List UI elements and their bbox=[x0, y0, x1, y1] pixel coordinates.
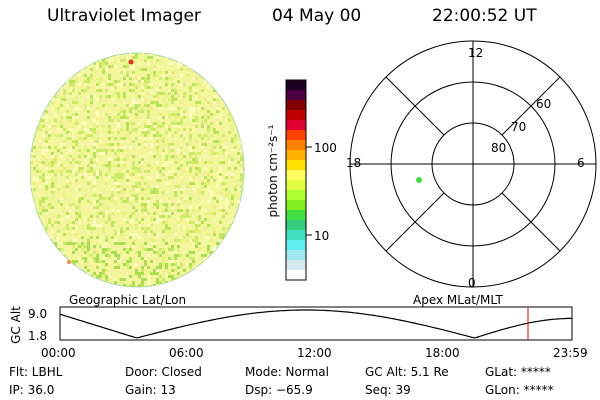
orbit-x-tick-4: 23:59 bbox=[553, 346, 588, 360]
status-glat: GLat: ***** bbox=[485, 365, 551, 379]
colorbar-cell bbox=[286, 250, 306, 261]
colorbar-tick-label-high: 100 bbox=[314, 141, 337, 155]
colorbar-cell bbox=[286, 140, 306, 151]
colorbar-cell bbox=[286, 180, 306, 191]
polar-lat-label-80: 80 bbox=[491, 141, 507, 155]
polar-mlt-bottom-label: 0 bbox=[468, 276, 476, 290]
colorbar-cell bbox=[286, 110, 306, 121]
instrument-title: Ultraviolet Imager bbox=[47, 6, 201, 26]
colorbar-unit-label: photon cm⁻²s⁻¹ bbox=[266, 124, 280, 218]
colorbar-frame bbox=[285, 79, 307, 281]
orbit-x-tick-2: 12:00 bbox=[297, 346, 332, 360]
polar-lat-label-70: 70 bbox=[511, 120, 527, 134]
globe-bright-spot bbox=[128, 59, 134, 65]
orbit-x-tick-3: 18:00 bbox=[425, 346, 460, 360]
polar-diagonal-1 bbox=[385, 76, 445, 136]
colorbar-cell bbox=[286, 130, 306, 141]
colorbar-cell bbox=[286, 80, 306, 91]
colorbar-cell bbox=[286, 100, 306, 111]
globe-warm-spot bbox=[67, 260, 71, 264]
status-gain: Gain: 13 bbox=[125, 383, 176, 397]
colorbar-cell bbox=[286, 230, 306, 241]
polar-lat-label-60: 60 bbox=[536, 97, 552, 111]
status-mode: Mode: Normal bbox=[245, 365, 329, 379]
polar-marker-dot bbox=[416, 177, 422, 183]
polar-mlt-left-label: 18 bbox=[346, 156, 362, 170]
orbit-x-tick-0: 00:00 bbox=[41, 346, 76, 360]
colorbar-cell bbox=[286, 170, 306, 181]
date-label: 04 May 00 bbox=[272, 6, 362, 26]
colorbar-cell bbox=[286, 200, 306, 211]
status-seq: Seq: 39 bbox=[365, 383, 411, 397]
orbit-x-tick-1: 06:00 bbox=[169, 346, 204, 360]
colorbar-cell bbox=[286, 270, 306, 281]
colorbar bbox=[285, 79, 312, 281]
status-glon: GLon: ***** bbox=[485, 383, 554, 397]
orbit-plot-frame bbox=[59, 306, 573, 341]
colorbar-cell bbox=[286, 220, 306, 231]
status-gc-alt: GC Alt: 5.1 Re bbox=[365, 365, 449, 379]
time-label: 22:00:52 UT bbox=[432, 6, 537, 26]
orbit-altitude-curve bbox=[59, 309, 572, 339]
globe-image bbox=[30, 52, 245, 288]
polar-mlt-top-label: 12 bbox=[468, 46, 484, 60]
colorbar-cell bbox=[286, 90, 306, 101]
status-dsp: Dsp: −65.9 bbox=[245, 383, 313, 397]
globe-caption: Geographic Lat/Lon bbox=[69, 293, 187, 307]
status-filter: Flt: LBHL bbox=[9, 365, 63, 379]
colorbar-cell bbox=[286, 210, 306, 221]
colorbar-cell bbox=[286, 120, 306, 131]
status-door: Door: Closed bbox=[125, 365, 202, 379]
orbit-y-axis-label: GC Alt bbox=[9, 306, 23, 344]
polar-caption: Apex MLat/MLT bbox=[413, 293, 503, 307]
status-ip: IP: 36.0 bbox=[9, 383, 55, 397]
orbit-altitude-plot bbox=[59, 306, 573, 341]
colorbar-cell bbox=[286, 160, 306, 171]
orbit-y-top-label: 9.0 bbox=[28, 307, 48, 321]
orbit-y-bottom-label: 1.8 bbox=[28, 329, 48, 343]
polar-mlt-right-label: 6 bbox=[577, 156, 585, 170]
colorbar-tick-label-low: 10 bbox=[314, 229, 330, 243]
colorbar-cell bbox=[286, 240, 306, 251]
polar-diagonal-2 bbox=[501, 192, 561, 252]
colorbar-cell bbox=[286, 260, 306, 271]
colorbar-gradient bbox=[285, 79, 307, 281]
polar-diagonal-4 bbox=[385, 192, 445, 252]
polar-plot bbox=[349, 40, 597, 288]
polar-diagonal-3 bbox=[501, 76, 561, 136]
colorbar-cell bbox=[286, 190, 306, 201]
colorbar-cell bbox=[286, 150, 306, 161]
